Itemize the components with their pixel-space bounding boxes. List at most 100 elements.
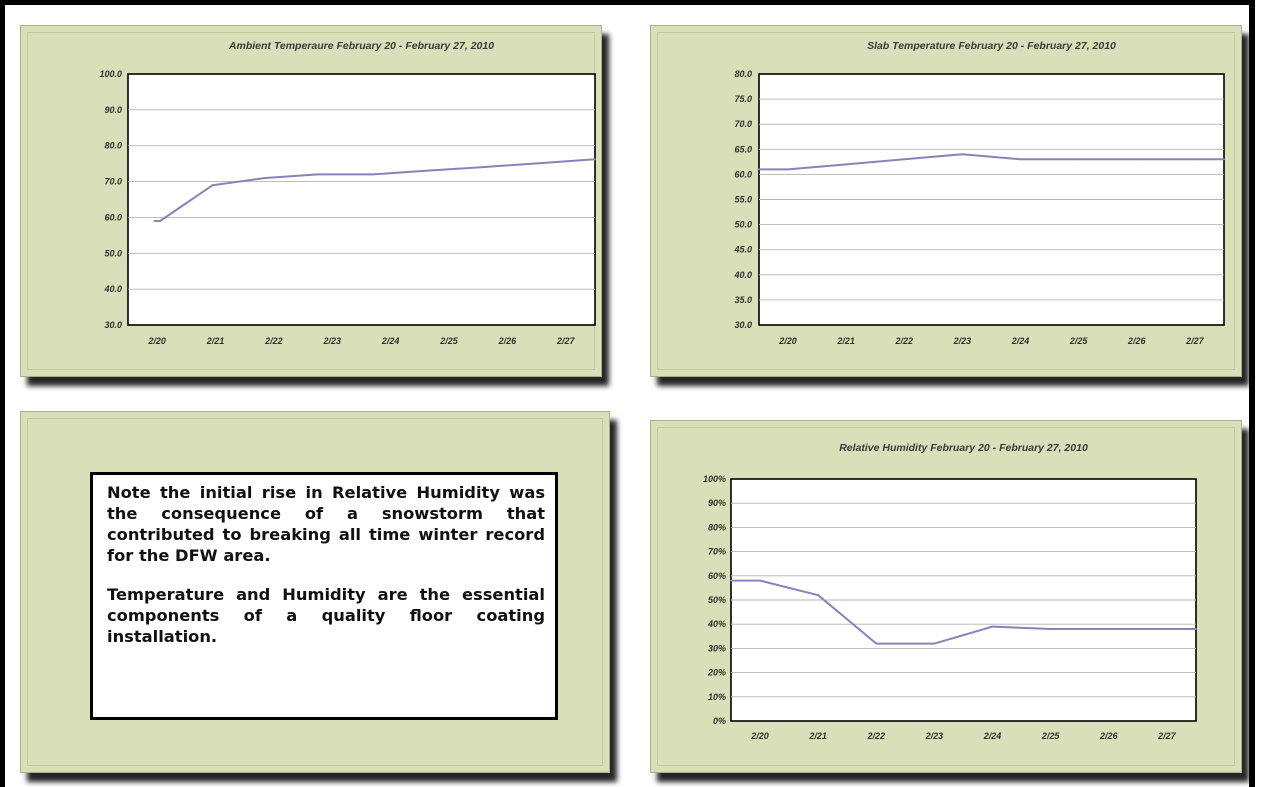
data-point xyxy=(991,625,994,628)
data-point xyxy=(730,579,732,582)
data-point xyxy=(933,642,936,645)
plot-area xyxy=(127,73,596,326)
chart-title: Relative Humidity February 20 - February… xyxy=(839,442,1088,454)
humidity-chart-panel: Relative Humidity February 20 - February… xyxy=(650,420,1242,773)
y-tick-label: 30% xyxy=(708,643,726,653)
y-tick-label: 80% xyxy=(708,522,726,532)
note-paragraph-1: Note the initial rise in Relative Humidi… xyxy=(107,483,546,565)
series-line xyxy=(759,153,1224,171)
y-tick-label: 50.0 xyxy=(734,220,752,230)
y-tick-label: 100% xyxy=(703,474,726,484)
x-tick-label: 2/23 xyxy=(323,336,342,346)
y-tick-label: 45.0 xyxy=(733,245,752,255)
y-tick-label: 100.0 xyxy=(99,69,122,79)
y-tick-label: 40.0 xyxy=(103,284,122,294)
note-box: Note the initial rise in Relative Humidi… xyxy=(90,472,558,720)
series-line xyxy=(154,158,596,222)
x-tick-label: 2/24 xyxy=(983,731,1002,741)
y-tick-label: 70% xyxy=(708,547,726,557)
data-point xyxy=(480,166,483,169)
data-point xyxy=(758,168,760,171)
data-point xyxy=(211,184,214,187)
y-tick-label: 30.0 xyxy=(104,320,122,330)
x-tick-label: 2/24 xyxy=(381,336,400,346)
y-tick-label: 90.0 xyxy=(104,105,122,115)
x-tick-label: 2/21 xyxy=(808,731,827,741)
data-point xyxy=(1166,628,1168,630)
y-tick-label: 60.0 xyxy=(104,212,122,222)
data-point xyxy=(372,173,375,176)
x-tick-label: 2/20 xyxy=(147,336,166,346)
y-tick-label: 65.0 xyxy=(734,144,752,154)
y-tick-label: 55.0 xyxy=(734,195,752,205)
chart-title: Slab Temperature February 20 - February … xyxy=(867,40,1116,52)
data-point xyxy=(264,177,267,179)
x-tick-label: 2/26 xyxy=(1127,336,1147,346)
y-tick-label: 40.0 xyxy=(733,270,752,280)
series-line xyxy=(731,579,1196,645)
y-tick-label: 90% xyxy=(708,498,726,508)
ambient-chart-panel: Ambient Temperaure February 20 - Februar… xyxy=(20,25,602,377)
y-tick-label: 40% xyxy=(707,619,726,629)
x-tick-label: 2/26 xyxy=(1099,731,1119,741)
y-tick-label: 50.0 xyxy=(104,248,122,258)
data-point xyxy=(1107,628,1110,630)
data-point xyxy=(845,163,848,166)
x-tick-label: 2/21 xyxy=(836,336,855,346)
x-tick-label: 2/25 xyxy=(1069,336,1089,346)
data-point xyxy=(594,158,596,161)
y-tick-label: 60.0 xyxy=(734,169,752,179)
y-tick-label: 20% xyxy=(707,668,726,678)
x-tick-label: 2/27 xyxy=(1157,731,1177,741)
y-tick-label: 50% xyxy=(708,595,726,605)
x-tick-label: 2/21 xyxy=(206,336,225,346)
relative-humidity-chart: Relative Humidity February 20 - February… xyxy=(703,442,1197,741)
x-tick-label: 2/22 xyxy=(867,731,886,741)
data-point xyxy=(1019,158,1022,161)
data-point xyxy=(961,153,964,156)
data-point xyxy=(159,220,162,222)
data-point xyxy=(424,169,427,172)
data-point xyxy=(787,168,789,171)
y-tick-label: 0% xyxy=(713,716,726,726)
data-point xyxy=(759,579,761,582)
x-tick-label: 2/23 xyxy=(953,336,972,346)
data-point xyxy=(316,173,319,176)
slab-temperature-chart: Slab Temperature February 20 - February … xyxy=(733,40,1225,346)
chart-title: Ambient Temperaure February 20 - Februar… xyxy=(228,40,494,52)
data-point xyxy=(1077,158,1080,161)
data-point xyxy=(1135,158,1138,161)
x-tick-label: 2/25 xyxy=(439,336,459,346)
y-tick-label: 70.0 xyxy=(734,119,752,129)
ambient-temperature-chart: Ambient Temperaure February 20 - Februar… xyxy=(99,40,596,346)
data-point xyxy=(153,220,156,222)
data-point xyxy=(875,642,878,645)
x-tick-label: 2/27 xyxy=(556,336,576,346)
x-tick-label: 2/20 xyxy=(750,731,769,741)
y-tick-label: 30.0 xyxy=(734,320,752,330)
x-tick-label: 2/23 xyxy=(925,731,944,741)
y-tick-label: 75.0 xyxy=(734,94,752,104)
x-tick-label: 2/26 xyxy=(498,336,518,346)
data-point xyxy=(903,158,906,161)
x-tick-label: 2/22 xyxy=(895,336,914,346)
slab-chart-panel: Slab Temperature February 20 - February … xyxy=(650,25,1242,377)
x-tick-label: 2/22 xyxy=(264,336,283,346)
x-tick-label: 2/25 xyxy=(1041,731,1061,741)
y-tick-label: 80.0 xyxy=(734,69,752,79)
data-point xyxy=(1195,628,1197,630)
y-tick-label: 60% xyxy=(708,571,726,581)
data-point xyxy=(1194,158,1196,161)
y-tick-label: 35.0 xyxy=(734,295,752,305)
data-point xyxy=(532,162,535,165)
data-point xyxy=(1223,158,1225,161)
note-paragraph-2: Temperature and Humidity are the essenti… xyxy=(107,585,545,646)
data-point xyxy=(817,594,820,597)
x-tick-label: 2/20 xyxy=(778,336,797,346)
y-tick-label: 10% xyxy=(708,692,726,702)
x-tick-label: 2/27 xyxy=(1185,336,1205,346)
y-tick-label: 70.0 xyxy=(104,177,122,187)
x-tick-label: 2/24 xyxy=(1011,336,1030,346)
y-tick-label: 80.0 xyxy=(104,141,122,151)
